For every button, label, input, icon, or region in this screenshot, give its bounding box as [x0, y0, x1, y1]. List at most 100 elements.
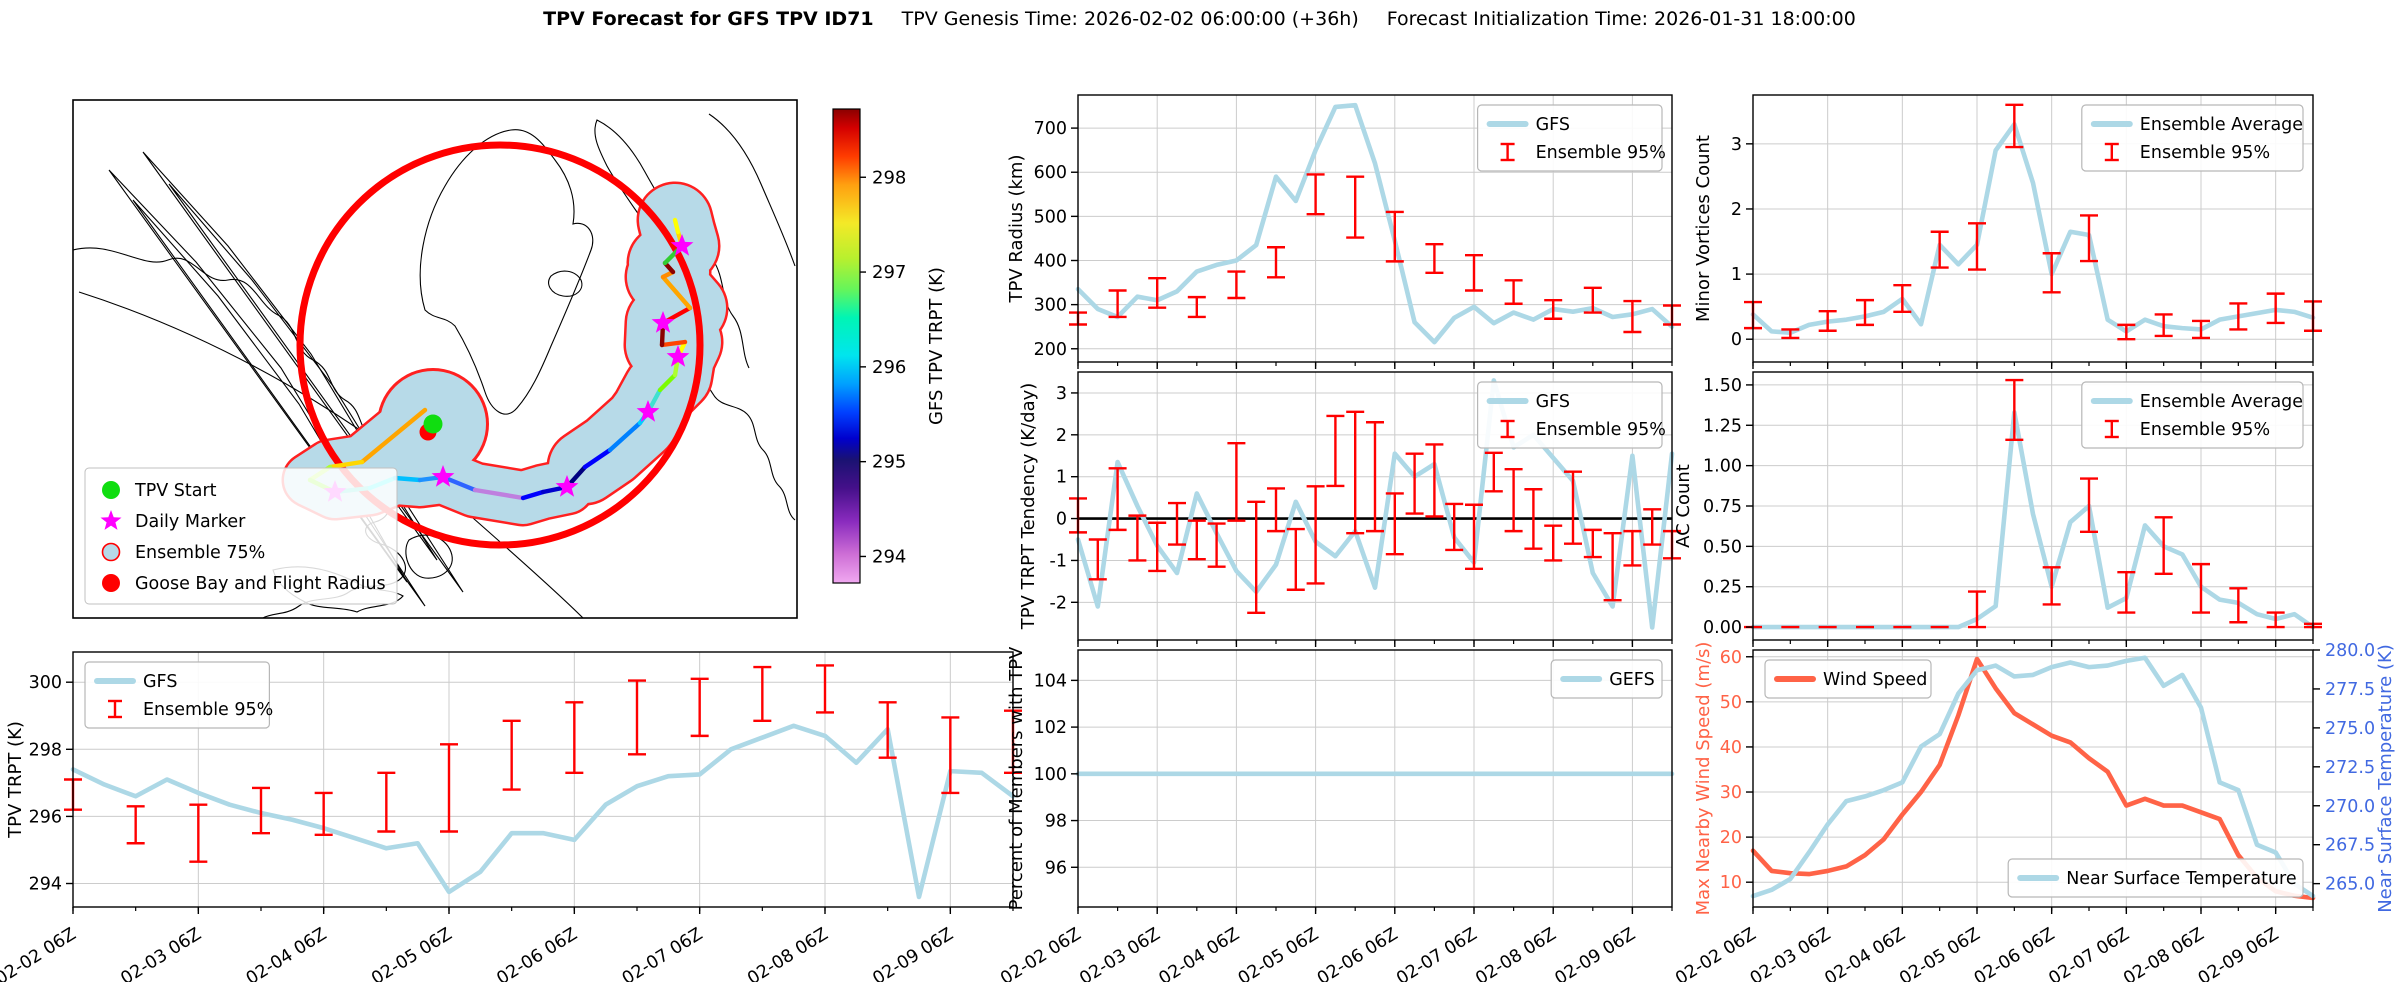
y-tick-label: 104: [1034, 671, 1067, 691]
right-y-axis-label: Near Surface Temperature (K): [2375, 644, 2396, 913]
y-tick-label: 0.00: [1703, 618, 1742, 638]
series-lines: [70, 723, 1016, 900]
y-axis: 10 20 30 40 50 60 Max Nearby Wind Speed (m/s): [1693, 642, 1753, 915]
right-y-tick-label: 265.0: [2325, 875, 2375, 895]
legend-label: Ensemble Average: [2140, 392, 2303, 412]
y-axis-label: TPV TRPT (K): [5, 721, 26, 839]
x-tick-label: 02-03 06Z: [117, 924, 205, 982]
x-tick-label: 02-09 06Z: [1552, 924, 1640, 982]
coastline: [672, 377, 796, 521]
y-tick-label: 300: [29, 673, 62, 693]
colorbar-label: GFS TPV TRPT (K): [926, 267, 947, 425]
y-tick-label: 294: [29, 875, 62, 895]
y-axis-label: TPV TRPT Tendency (K/day): [1018, 383, 1039, 631]
x-tick-label: 02-05 06Z: [368, 924, 456, 982]
x-axis: [1752, 640, 2314, 647]
colorbar-tick-label: 298: [872, 167, 906, 188]
coastline: [712, 259, 750, 369]
y-axis-label: Minor Vortices Count: [1693, 135, 1714, 322]
legend-label: Ensemble 95%: [2140, 143, 2270, 163]
series-lines: [1750, 122, 2316, 335]
legend-label: GFS: [143, 672, 177, 692]
ensemble-average-line: [1750, 122, 2316, 335]
y-tick-label: 300: [1034, 296, 1067, 316]
track-segment: [392, 475, 423, 483]
daily-marker-icon: [100, 510, 122, 530]
legend: GFS Ensemble 95%: [1476, 381, 1666, 449]
x-tick-label: 02-08 06Z: [744, 924, 832, 982]
legend: GFS Ensemble 95%: [1476, 104, 1666, 172]
figure-title-init: Forecast Initialization Time: 2026-01-31…: [1386, 8, 1856, 30]
series-lines: [1075, 102, 1675, 345]
y-tick-label: 100: [1034, 765, 1067, 785]
y-tick-label: 0.50: [1703, 537, 1742, 557]
gfs-line: [1075, 102, 1675, 345]
y-tick-label: 600: [1034, 163, 1067, 183]
y-tick-label: 500: [1034, 207, 1067, 227]
colorbar-tick-label: 296: [872, 357, 906, 378]
right-y-tick-label: 272.5: [2325, 758, 2375, 778]
y-tick-label: 10: [1720, 873, 1742, 893]
y-axis-label: AC Count: [1673, 464, 1694, 548]
track-segment: [327, 459, 365, 470]
y-tick-label: 200: [1034, 340, 1067, 360]
legend-label: Ensemble 95%: [2140, 420, 2270, 440]
axes-spines: [1077, 94, 1673, 363]
daily-marker-star: [651, 311, 675, 333]
y-tick-label: 0.25: [1703, 578, 1742, 598]
ensemble-75-icon: [101, 542, 121, 562]
figure-title-genesis: TPV Genesis Time: 2026-02-02 06:00:00 (+…: [901, 8, 1359, 30]
map-legend-label: TPV Start: [134, 481, 217, 501]
tpv_radius-chart: 200 300 400 500 600 700 TPV Radius (km) GFS Ense…: [1006, 94, 1681, 369]
ensemble-95-bars: [1744, 378, 2322, 629]
map-panel: TPV Start Daily Marker Ensemble 75% Goose B…: [72, 99, 798, 619]
right-y-tick-label: 280.0: [2325, 641, 2375, 661]
minor_vortices-chart: 0 1 2 3 Minor Vortices Count Ensemble Average…: [1693, 94, 2322, 369]
axes-spines: [72, 651, 1014, 908]
axes-spines: [1752, 94, 2314, 363]
coastline: [708, 113, 796, 267]
x-axis: [1752, 362, 2314, 369]
y-tick-label: 40: [1720, 738, 1742, 758]
y-tick-label: 400: [1034, 251, 1067, 271]
x-tick-label: 02-05 06Z: [1235, 924, 1323, 982]
y-tick-label: -1: [1050, 551, 1067, 571]
track-segment: [472, 487, 526, 501]
y-tick-label: 0: [1731, 330, 1742, 350]
y-tick-label: 0.75: [1703, 497, 1742, 517]
tendency-chart: -2 -1 0 1 2 3 TPV TRPT Tendency (K/day) GFS Ense…: [1018, 371, 1681, 647]
ac_count-chart: 0.00 0.25 0.50 0.75 1.00 1.25 1.50 AC Count Ense…: [1673, 371, 2322, 647]
y-tick-label: 30: [1720, 783, 1742, 803]
y-axis: 294 296 298 300 TPV TRPT (K): [5, 673, 73, 895]
x-tick-label: 02-09 06Z: [2195, 924, 2283, 982]
y-tick-label: 2: [1731, 200, 1742, 220]
track-segment: [659, 339, 688, 348]
legend-label: Ensemble 95%: [1536, 420, 1666, 440]
right-y-tick-label: 270.0: [2325, 797, 2375, 817]
ensemble-95-bars: [1069, 410, 1681, 614]
map-legend-label: Daily Marker: [135, 512, 246, 532]
y-tick-label: 98: [1045, 812, 1067, 832]
legend: Wind Speed: [1764, 659, 1932, 699]
tpv-start-marker: [423, 414, 443, 434]
x-tick-label: 02-02 06Z: [997, 924, 1085, 982]
y-axis-label: Percent of Members with TPV: [1006, 646, 1027, 910]
daily-marker-star: [636, 400, 660, 422]
x-tick-label: 02-09 06Z: [869, 924, 957, 982]
map-legend-label: Goose Bay and Flight Radius: [135, 574, 386, 594]
wind-speed-line: [1750, 656, 2316, 901]
legend-label: Ensemble 95%: [143, 700, 273, 720]
map-border: [72, 99, 798, 619]
ensemble-average-line: [1750, 410, 2316, 630]
series-lines: [1750, 410, 2316, 630]
y-axis: 96 98 100 102 104 Percent of Members with TPV: [1006, 646, 1078, 910]
colorbar: 294 295 296 297 298 GFS TPV TRPT (K): [832, 108, 947, 584]
x-tick-label: 02-07 06Z: [1393, 924, 1481, 982]
coastline: [419, 129, 594, 415]
